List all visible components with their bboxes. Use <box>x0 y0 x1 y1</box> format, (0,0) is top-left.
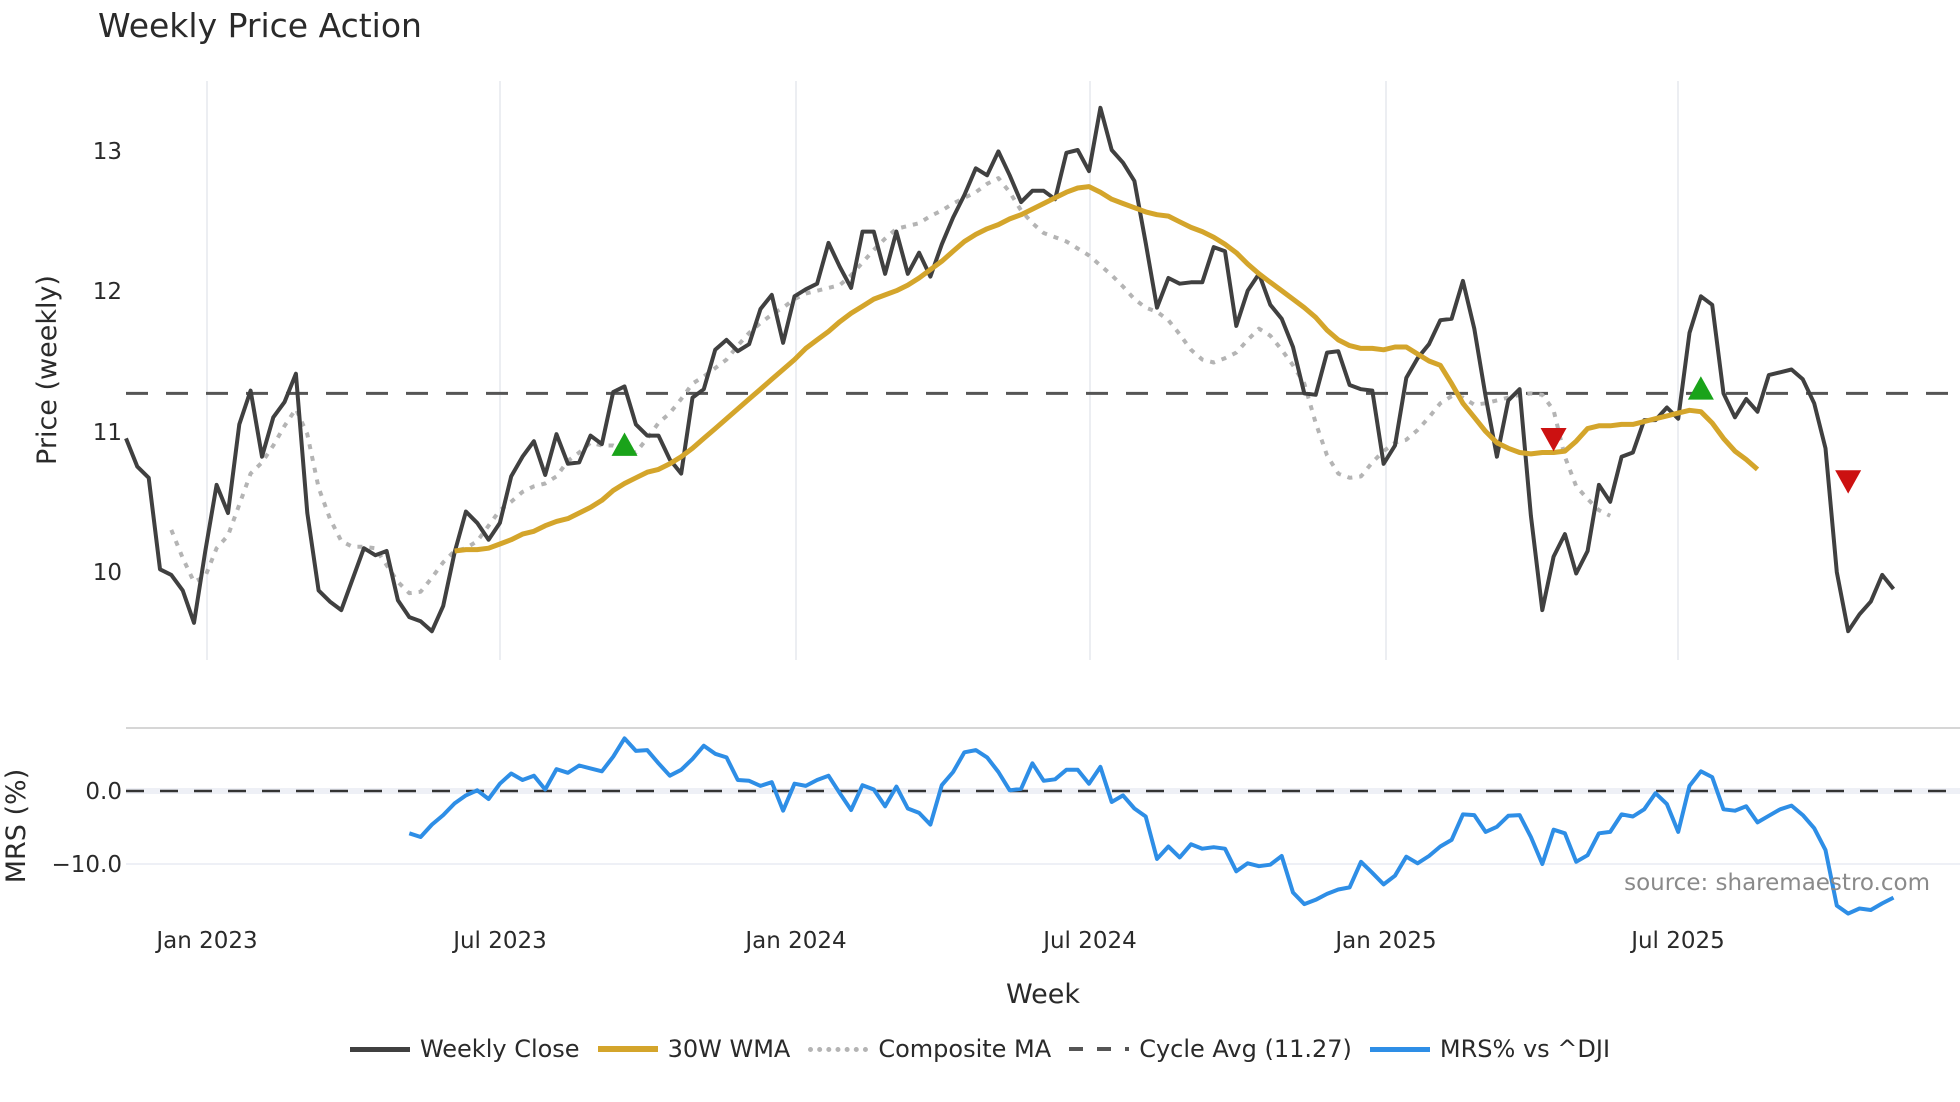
legend-item-composite-ma[interactable]: Composite MA <box>808 1035 1051 1063</box>
legend-swatch-solid-gold <box>597 1046 658 1052</box>
source-attribution: source: sharemaestro.com <box>1624 870 1930 896</box>
sell-signal-triangle-down-icon <box>1540 428 1567 452</box>
legend-swatch-solid-dark <box>349 1046 410 1052</box>
legend-label: Cycle Avg (11.27) <box>1139 1035 1352 1063</box>
legend-swatch-dashed-gray <box>1069 1047 1130 1051</box>
legend-label: MRS% vs ^DJI <box>1439 1035 1611 1063</box>
buy-signal-triangle-up-icon <box>1687 376 1714 400</box>
series-layer <box>124 105 1960 916</box>
price-ytick: 12 <box>93 279 122 305</box>
price-ytick: 13 <box>93 139 122 165</box>
mrs-ytick: 0.0 <box>85 779 122 805</box>
xtick-jul-2024: Jul 2024 <box>1041 928 1137 954</box>
xtick-jul-2023: Jul 2023 <box>451 928 547 954</box>
buy-signal-triangle-up-icon <box>611 432 638 456</box>
legend-label: Composite MA <box>878 1035 1052 1063</box>
legend-label: 30W WMA <box>667 1035 791 1063</box>
price-ytick: 11 <box>93 420 122 446</box>
sell-signal-triangle-down-icon <box>1835 470 1862 494</box>
legend: Weekly Close 30W WMA Composite MA Cycle … <box>0 1035 1960 1063</box>
price-ytick: 10 <box>93 560 122 586</box>
xtick-jan-2024: Jan 2024 <box>743 928 846 954</box>
price-ylabel: Price (weekly) <box>32 275 63 465</box>
mrs-line <box>408 736 1895 916</box>
gridlines <box>206 81 1679 660</box>
xtick-jan-2023: Jan 2023 <box>154 928 257 954</box>
legend-label: Weekly Close <box>419 1035 580 1063</box>
xtick-jul-2025: Jul 2025 <box>1629 928 1725 954</box>
legend-item-mrs[interactable]: MRS% vs ^DJI <box>1369 1035 1611 1063</box>
mrs-ytick: −10.0 <box>52 852 122 878</box>
composite-ma-line <box>169 176 1612 596</box>
weekly-close-line <box>124 105 1896 634</box>
signal-markers <box>611 376 1862 494</box>
chart-title: Weekly Price Action <box>98 6 422 45</box>
legend-item-cycle-avg[interactable]: Cycle Avg (11.27) <box>1069 1035 1352 1063</box>
legend-swatch-solid-blue <box>1369 1046 1430 1052</box>
legend-item-weekly-close[interactable]: Weekly Close <box>349 1035 580 1063</box>
legend-item-30w-wma[interactable]: 30W WMA <box>597 1035 791 1063</box>
x-axis-label: Week <box>1006 979 1080 1010</box>
wma-30w-line <box>454 184 1760 554</box>
mrs-ylabel: MRS (%) <box>1 769 32 884</box>
xtick-jan-2025: Jan 2025 <box>1333 928 1436 954</box>
legend-swatch-dotted-gray <box>808 1046 869 1052</box>
